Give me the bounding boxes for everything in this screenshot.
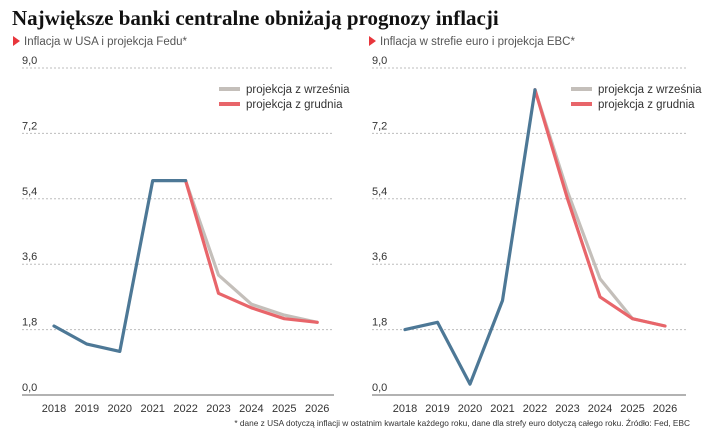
us-x-tick-label: 2019 <box>75 403 99 415</box>
ez-x-tick-label: 2024 <box>588 403 612 415</box>
us-x-tick-label: 2022 <box>173 403 197 415</box>
left-chart-subtitle-text: Inflacja w USA i projekcja Fedu* <box>24 36 187 48</box>
ez-x-tick-label: 2018 <box>393 403 417 415</box>
us-x-tick-label: 2024 <box>239 403 263 415</box>
triangle-marker-icon <box>13 36 20 46</box>
ez-x-tick-label: 2021 <box>490 403 514 415</box>
ez-series-september-line <box>533 88 667 328</box>
ez-series-actual-line <box>403 88 537 386</box>
eurozone-inflation-chart: 0,0 1,8 3,6 5,4 7,2 9,0 2018 2019 2020 2021 2022 20… <box>372 55 702 415</box>
us-inflation-chart: 0,0 1,8 3,6 5,4 7,2 9,0 2018 2019 2020 2021 2022 20… <box>22 55 350 415</box>
us-x-tick-label: 2020 <box>108 403 132 415</box>
us-legend-label-december: projekcja z grudnia <box>246 99 343 111</box>
us-x-tick-label: 2026 <box>305 403 329 415</box>
ez-y-tick-label: 0,0 <box>372 382 387 394</box>
us-x-tick-label: 2021 <box>140 403 164 415</box>
ez-legend-label-december: projekcja z grudnia <box>598 99 695 111</box>
ez-y-tick-label: 5,4 <box>372 186 387 198</box>
ez-y-tick-label: 9,0 <box>372 55 387 67</box>
us-x-tick-label: 2023 <box>206 403 230 415</box>
triangle-marker-icon <box>369 36 376 46</box>
us-y-tick-label: 9,0 <box>22 55 37 67</box>
ez-y-tick-label: 3,6 <box>372 251 387 263</box>
ez-x-tick-label: 2026 <box>653 403 677 415</box>
left-chart-subtitle: Inflacja w USA i projekcja Fedu* <box>13 36 187 48</box>
ez-x-tick-label: 2020 <box>458 403 482 415</box>
us-x-tick-label: 2025 <box>272 403 296 415</box>
us-legend-label-september: projekcja z września <box>246 84 350 96</box>
us-x-tick-label: 2018 <box>42 403 66 415</box>
us-y-tick-label: 3,6 <box>22 251 37 263</box>
ez-x-tick-label: 2023 <box>555 403 579 415</box>
us-series-actual-line <box>52 179 188 353</box>
ez-y-tick-label: 7,2 <box>372 120 387 132</box>
ez-x-tick-label: 2025 <box>620 403 644 415</box>
ez-series-december-line <box>533 88 667 328</box>
footnote: * dane z USA dotyczą inflacji w ostatnim… <box>234 418 690 428</box>
us-y-tick-label: 0,0 <box>22 382 37 394</box>
ez-x-tick-label: 2022 <box>523 403 547 415</box>
ez-legend-label-september: projekcja z września <box>598 84 702 96</box>
us-y-tick-label: 1,8 <box>22 317 37 329</box>
ez-y-tick-label: 1,8 <box>372 317 387 329</box>
right-chart-subtitle-text: Inflacja w strefie euro i projekcja EBC* <box>380 36 575 48</box>
us-series-december-line <box>184 179 319 324</box>
us-series-september-line <box>184 179 319 324</box>
ez-x-tick-label: 2019 <box>425 403 449 415</box>
us-y-tick-label: 5,4 <box>22 186 37 198</box>
chart-title: Największe banki centralne obniżają prog… <box>12 6 499 30</box>
right-chart-subtitle: Inflacja w strefie euro i projekcja EBC* <box>369 36 575 48</box>
us-y-tick-label: 7,2 <box>22 120 37 132</box>
